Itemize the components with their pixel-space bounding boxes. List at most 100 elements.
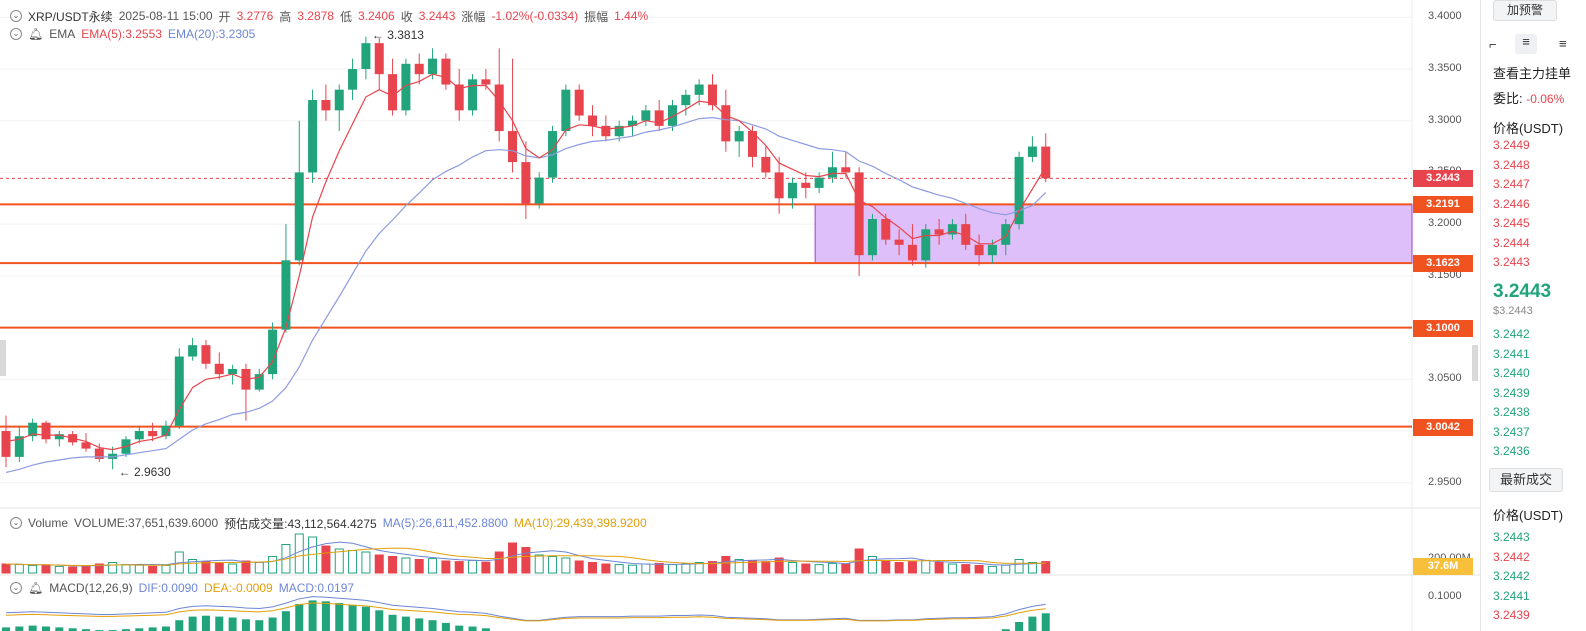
- trade-price[interactable]: 3.2439: [1493, 608, 1530, 622]
- candle-body: [428, 58, 438, 75]
- macd-histogram-bar: [281, 611, 290, 631]
- collapse-chevron-icon[interactable]: ⌄: [10, 517, 22, 529]
- macd-histogram-bar: [268, 617, 277, 631]
- candle-body: [174, 356, 184, 426]
- orderbook-asks-icon[interactable]: ≡: [1559, 36, 1567, 51]
- collapse-chevron-icon[interactable]: ⌄: [10, 10, 22, 22]
- candlestick-chart[interactable]: [0, 0, 1480, 631]
- candle-body: [614, 125, 624, 137]
- volume-bar: [374, 554, 384, 574]
- volume-ma5-line: [5, 541, 1046, 567]
- ask-price[interactable]: 3.2443: [1493, 255, 1530, 269]
- volume-bar: [121, 564, 131, 574]
- candle-body: [881, 218, 891, 240]
- left-resize-handle[interactable]: [0, 340, 6, 376]
- latest-trades-button[interactable]: 最新成交: [1489, 468, 1563, 492]
- macd-histogram-bar: [68, 628, 77, 631]
- bid-price[interactable]: 3.2437: [1493, 424, 1530, 439]
- candle-body: [414, 63, 424, 75]
- candle-body: [334, 89, 344, 111]
- orderbook-both-icon[interactable]: ⌐: [1489, 37, 1497, 52]
- ask-price[interactable]: 3.2448: [1493, 157, 1530, 172]
- volume-bar: [1014, 559, 1024, 574]
- volume-bar: [694, 562, 704, 574]
- bid-price[interactable]: 3.2441: [1493, 346, 1530, 361]
- volume-bar: [441, 560, 451, 574]
- ask-price[interactable]: 3.2446: [1493, 196, 1530, 211]
- volume-bar: [681, 563, 691, 574]
- volume-bar: [468, 559, 478, 574]
- bid-price[interactable]: 3.2439: [1493, 385, 1530, 400]
- candle-body: [1, 431, 11, 457]
- macd-histogram-bar: [321, 601, 330, 631]
- bid-price[interactable]: 3.2438: [1493, 405, 1530, 419]
- ask-price[interactable]: 3.2445: [1493, 216, 1530, 230]
- bell-icon[interactable]: 🔔︎: [28, 27, 44, 41]
- datetime-label: 2025-08-11 15:00: [118, 9, 213, 23]
- volume-bar: [961, 564, 971, 574]
- level-tag: 3.2191: [1413, 196, 1473, 214]
- candle-body: [707, 84, 717, 106]
- bid-price[interactable]: 3.2436: [1493, 444, 1530, 458]
- add-alert-button[interactable]: 加预警: [1493, 0, 1557, 21]
- right-resize-handle[interactable]: [1472, 345, 1478, 381]
- volume-bar: [494, 551, 504, 574]
- macd-histogram-bar: [228, 617, 237, 631]
- candle-body: [454, 84, 464, 111]
- macd-histogram-bar: [375, 610, 384, 631]
- candle-body: [54, 434, 64, 440]
- price-tick-label: 3.4000: [1428, 10, 1462, 23]
- collapse-chevron-icon[interactable]: ⌄: [10, 582, 22, 594]
- ema5-line: [5, 73, 1047, 451]
- macd-histogram-bar: [135, 628, 144, 631]
- volume-bar: [801, 563, 811, 574]
- macd-histogram-bar: [455, 625, 464, 631]
- bid-price[interactable]: 3.2440: [1493, 366, 1530, 380]
- main-orders-title[interactable]: 查看主力挂单: [1493, 66, 1572, 81]
- candle-body: [468, 79, 478, 111]
- volume-bar: [907, 561, 917, 574]
- candle-body: [961, 224, 971, 245]
- bid-price[interactable]: 3.2442: [1493, 327, 1530, 341]
- candle-body: [854, 172, 864, 256]
- candle-body: [521, 162, 531, 204]
- macd-histogram-bar: [41, 626, 50, 631]
- open-value: 3.2776: [236, 9, 274, 23]
- ask-price[interactable]: 3.2444: [1493, 235, 1530, 250]
- volume-bar: [761, 561, 771, 574]
- volume-bar: [148, 565, 158, 574]
- candle-body: [867, 218, 877, 256]
- macd-name: MACD(12,26,9): [49, 581, 133, 595]
- candle-body: [508, 131, 518, 163]
- volume-bar: [361, 551, 371, 574]
- candle-body: [361, 43, 371, 69]
- volume-bar: [707, 561, 717, 574]
- orderbook-bids-icon[interactable]: ≡: [1515, 34, 1537, 54]
- ask-price[interactable]: 3.2447: [1493, 177, 1530, 191]
- candle-body: [388, 74, 398, 111]
- volume-bar: [774, 557, 784, 574]
- macd-histogram-bar: [428, 620, 437, 631]
- volume-bar: [414, 559, 424, 574]
- trade-price[interactable]: 3.2442: [1493, 569, 1530, 583]
- macd-histogram-bar: [2, 627, 10, 631]
- trade-price[interactable]: 3.2442: [1493, 549, 1530, 564]
- trades-price-header: 价格(USDT): [1493, 508, 1564, 523]
- candle-body: [921, 229, 931, 261]
- volume-bar: [921, 559, 931, 574]
- level-tag: 3.1623: [1413, 255, 1473, 273]
- volume-bar: [334, 548, 344, 574]
- collapse-chevron-icon[interactable]: ⌄: [10, 28, 22, 40]
- bell-icon[interactable]: 🔔︎: [28, 581, 44, 595]
- ema20-line: [5, 116, 1047, 473]
- trade-price[interactable]: 3.2443: [1493, 530, 1530, 544]
- volume-name: Volume: [28, 516, 69, 530]
- volume-bar: [68, 566, 78, 574]
- candle-body: [654, 110, 664, 126]
- trade-price[interactable]: 3.2441: [1493, 588, 1530, 603]
- macd-histogram-bar: [175, 620, 184, 631]
- macd-histogram-bar: [308, 600, 317, 631]
- close-label: 收: [400, 9, 413, 24]
- volume-bar: [201, 561, 211, 574]
- ask-price[interactable]: 3.2449: [1493, 138, 1530, 152]
